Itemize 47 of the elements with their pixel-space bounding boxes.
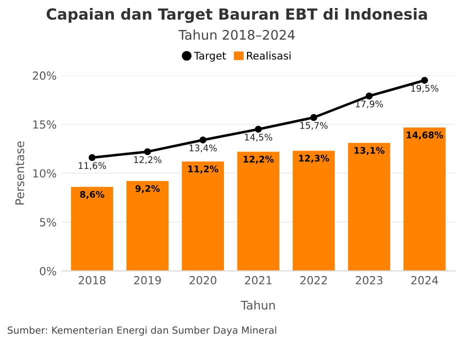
bar [292,150,335,271]
point [254,126,262,133]
bar [237,152,280,271]
bar [126,181,169,271]
y-tick-label: 20% [32,71,56,80]
x-tick-label: 2022 [300,276,327,284]
point [88,154,96,162]
point [199,136,206,144]
data-label: 11,6% [78,162,106,170]
data-label: 12,2% [244,156,274,164]
data-label: 12,3% [299,154,330,163]
point [421,76,428,84]
x-tick-label: 2021 [245,276,272,284]
point [366,92,373,100]
data-label: 14,68% [406,132,444,140]
x-tick-label: 2018 [78,276,106,284]
point [310,114,318,121]
y-tick-label: 10% [33,169,56,178]
chart-subtitle: Tahun 2018–2024 [178,30,295,40]
data-label: 17,9% [356,100,383,108]
bar [182,161,224,271]
point [144,148,151,156]
y-axis-title: Persentase [15,141,24,205]
y-tick-label: 5% [40,218,56,226]
x-tick-label: 2020 [190,276,216,284]
bar [404,127,446,271]
y-tick-label: 0% [40,266,56,276]
text: Sumber: Kementerian Energi dan Sumber Daya Mineral [8,326,276,336]
data-label: 19,5% [411,84,438,93]
data-label: 8,6% [80,190,104,199]
x-tick-label: 2024 [411,276,438,284]
y-tick-label: 15% [33,120,56,129]
data-label: 9,2% [135,185,160,194]
data-label: 11,2% [188,166,218,174]
x-axis-title: Tahun [240,300,275,310]
data-label: 15,7% [300,122,328,130]
x-tick-label: 2023 [356,276,382,284]
data-label: 13,1% [354,146,385,155]
data-label: 14,5% [244,134,272,142]
x-tick-label: 2019 [134,276,161,284]
data-label: 13,4% [190,144,217,152]
legend-label: Target [194,52,226,62]
bar [348,142,390,271]
legend-label: Realisasi [247,52,291,60]
data-label: 12,2% [134,156,162,164]
bar [71,186,114,271]
chart-title: Capaian dan Target Bauran EBT di Indonesia [46,8,427,23]
